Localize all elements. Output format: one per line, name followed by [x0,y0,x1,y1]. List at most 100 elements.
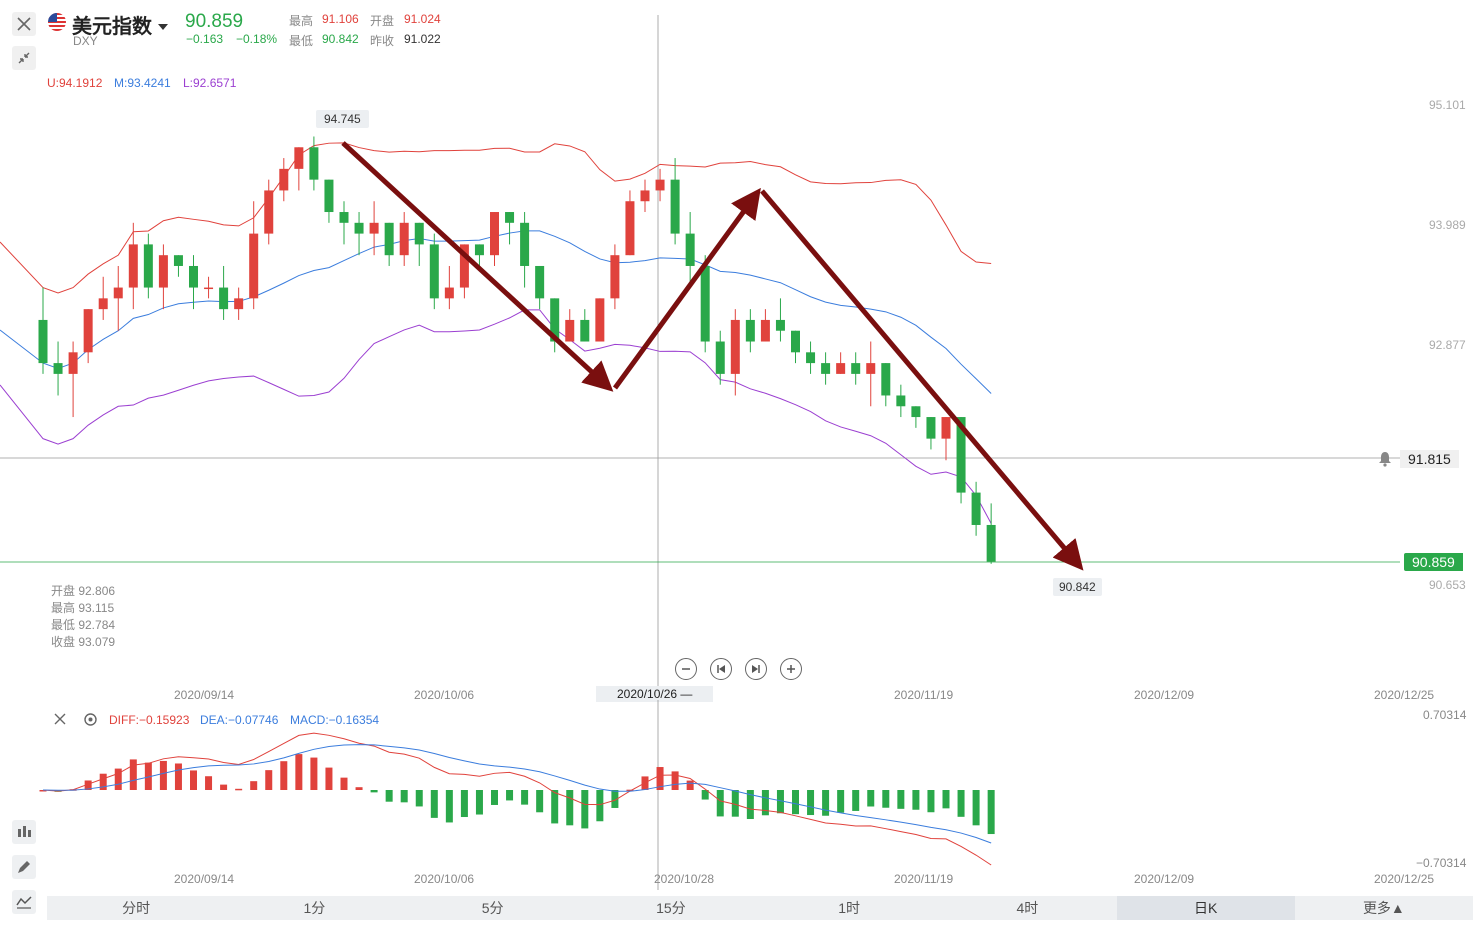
trend-arrow-down-2 [760,189,1084,571]
macd-bar [205,776,213,790]
close-icon [17,17,31,31]
candle [520,222,530,266]
macd-x-tick: 2020/11/19 [894,872,954,886]
candle [896,395,906,407]
macd-bar [837,790,845,813]
us-flag-icon [48,13,66,36]
prev-close-value: 91.022 [404,32,441,46]
macd-bar [566,790,574,826]
tab-1hour[interactable]: 1时 [838,900,861,916]
macd-x-tick: 2020/12/09 [1134,872,1195,886]
candle [264,190,274,234]
shrink-icon [18,52,30,64]
collapse-button[interactable] [12,46,36,70]
candlestick-chart[interactable] [0,0,1473,700]
tab-more[interactable]: 更多▲ [1362,900,1405,916]
macd-bar [746,790,754,820]
macd-bar [581,790,589,829]
macd-bar [671,771,679,790]
candle [926,417,936,439]
close-button[interactable] [12,12,36,36]
macd-x-tick: 2020/10/28 [654,872,715,886]
candle [700,265,710,342]
candle [775,319,785,331]
bell-icon[interactable] [1376,450,1394,473]
macd-bar [84,780,92,790]
candle [384,222,394,256]
macd-bar [897,790,905,809]
candle [490,212,499,256]
macd-bar [174,763,182,790]
trend-arrow-up [612,187,761,390]
candle [459,244,469,288]
macd-chart[interactable] [0,700,1473,890]
chart-type-button[interactable] [12,890,36,914]
candle [971,492,981,525]
macd-bar [912,790,920,810]
candle [956,417,966,493]
tab-timeshare[interactable]: 分时 [122,900,151,916]
zoom-out-button[interactable] [675,658,697,680]
tab-5min[interactable]: 5分 [481,900,504,916]
macd-bar [867,790,875,807]
boll-mid: M:93.4241 [114,76,171,90]
tab-daily[interactable]: 日K [1116,896,1295,920]
candle [294,147,304,169]
macd-bar [159,760,167,790]
tab-1min[interactable]: 1分 [303,900,326,916]
prev-close-label: 昨收 [370,34,395,48]
candle [821,363,831,374]
macd-bar [280,761,288,790]
price-change: −0.163 [186,32,224,46]
macd-settings-button[interactable] [83,712,98,732]
candle [113,287,123,299]
ohlc-close: 收盘 93.079 [51,635,116,649]
symbol-code: DXY [73,34,98,48]
indicator-button[interactable] [12,820,36,844]
symbol-name[interactable]: 美元指数 [72,16,152,38]
macd-bar [551,790,559,824]
tab-4hour[interactable]: 4时 [1016,900,1039,916]
macd-bar [972,790,980,826]
candle [580,319,590,342]
candle [866,363,876,374]
plus-icon [787,665,795,673]
y-tick: 92.877 [1429,338,1466,352]
symbol-dropdown-icon[interactable] [158,17,168,35]
macd-bar [310,757,318,790]
candle [158,255,168,288]
dea-line [42,744,992,844]
candle [309,147,319,180]
candle [625,201,635,256]
tab-15min[interactable]: 15分 [656,900,686,916]
pencil-icon [18,861,30,873]
skip-start-button[interactable] [710,658,732,680]
skip-end-button[interactable] [745,658,767,680]
macd-bar [460,790,468,818]
price-change-pct: −0.18% [236,32,278,46]
macd-bar [114,768,122,790]
candle [189,265,198,288]
candle [414,222,424,245]
macd-bar [295,754,303,790]
macd-bar [596,790,604,822]
low-price-label: 90.842 [1053,578,1102,596]
macd-bar [656,767,664,790]
macd-bar [731,790,739,817]
diff-line [42,732,992,866]
y-tick: 95.101 [1429,98,1466,112]
candle [249,233,259,299]
macd-bar [882,790,890,808]
low-label: 最低 [289,34,314,48]
candle [444,287,454,299]
candle [369,222,379,234]
candle [941,417,951,439]
candle [595,298,605,342]
boll-upper-line [0,142,992,294]
zoom-in-button[interactable] [780,658,802,680]
candle [324,179,334,213]
draw-tool-button[interactable] [12,855,36,879]
macd-bar [129,759,137,790]
macd-bar [370,790,378,793]
macd-close-button[interactable] [53,712,67,731]
